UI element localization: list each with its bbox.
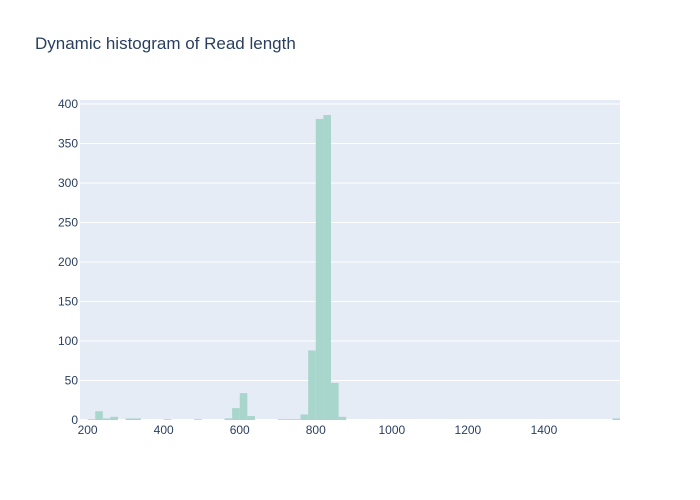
histogram-bar[interactable]: [163, 419, 172, 420]
histogram-bar[interactable]: [315, 118, 324, 421]
y-tick-label: 200: [58, 255, 78, 269]
x-tick-label: 600: [230, 423, 250, 437]
histogram-bar[interactable]: [308, 350, 316, 420]
x-axis-ticks: 200 400 600 800 1000 1200 1400: [78, 423, 558, 437]
histogram-bar[interactable]: [338, 416, 347, 420]
x-tick-label: 1200: [455, 423, 482, 437]
x-tick-label: 400: [154, 423, 174, 437]
y-tick-label: 350: [58, 136, 78, 150]
histogram-bar[interactable]: [102, 418, 111, 420]
histogram-bar[interactable]: [110, 416, 119, 420]
x-tick-label: 200: [78, 423, 98, 437]
x-tick-label: 1400: [531, 423, 558, 437]
y-axis-ticks: 0 50 100 150 200 250 300 350 400: [58, 97, 78, 427]
histogram-bar[interactable]: [285, 419, 293, 420]
x-tick-label: 1000: [378, 423, 405, 437]
y-tick-label: 150: [58, 294, 78, 308]
histogram-bar[interactable]: [247, 416, 255, 420]
histogram-bar[interactable]: [277, 419, 286, 420]
y-tick-label: 50: [65, 373, 79, 387]
x-tick-label: 800: [306, 423, 326, 437]
histogram-bar[interactable]: [95, 411, 103, 420]
y-tick-label: 400: [58, 97, 78, 111]
chart-title: Dynamic histogram of Read length: [35, 34, 296, 53]
histogram-bar[interactable]: [224, 418, 233, 420]
histogram-bar[interactable]: [612, 418, 620, 420]
histogram-bar[interactable]: [87, 419, 96, 420]
histogram-bar[interactable]: [239, 393, 248, 420]
y-tick-label: 250: [58, 215, 78, 229]
histogram-bar[interactable]: [323, 115, 331, 421]
y-tick-label: 0: [71, 413, 78, 427]
histogram-bars: [87, 115, 620, 421]
histogram-bar[interactable]: [133, 418, 141, 420]
histogram-bar[interactable]: [330, 382, 339, 420]
histogram-bar[interactable]: [292, 419, 301, 420]
histogram-bar[interactable]: [194, 419, 202, 420]
plot-area: [80, 100, 620, 420]
histogram-bar[interactable]: [125, 418, 134, 420]
histogram-bar[interactable]: [300, 414, 309, 420]
histogram-bar[interactable]: [232, 408, 240, 420]
y-tick-label: 100: [58, 334, 78, 348]
y-tick-label: 300: [58, 176, 78, 190]
